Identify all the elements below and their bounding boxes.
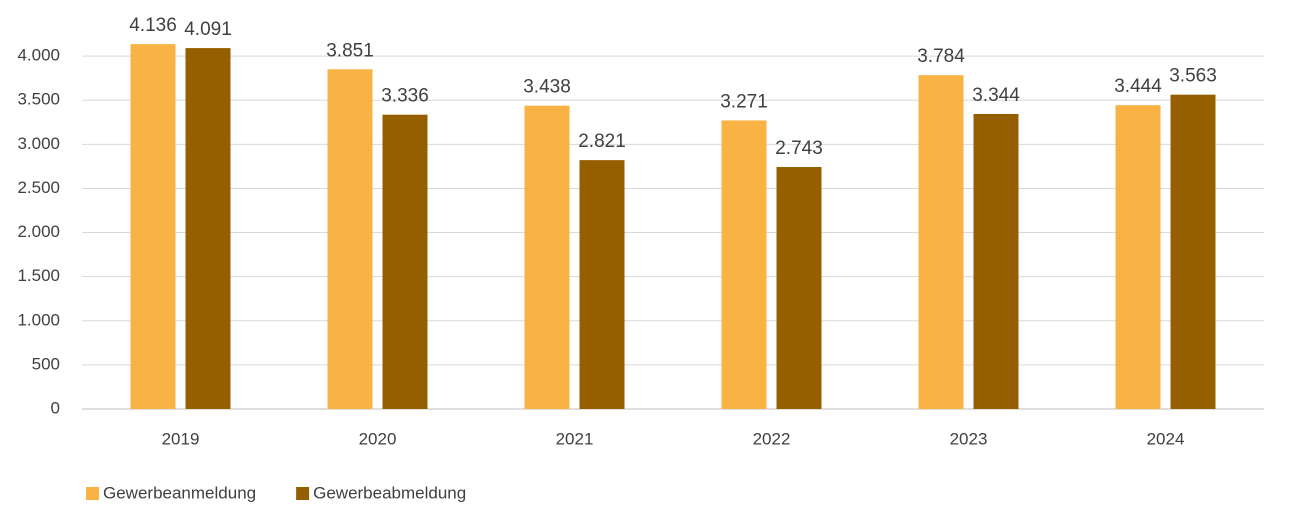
x-tick-label: 2023 (950, 429, 988, 448)
data-label: 3.444 (1114, 76, 1162, 97)
bar (1115, 105, 1161, 410)
bar (1170, 94, 1216, 410)
x-tick-label: 2022 (753, 429, 791, 448)
data-label: 2.821 (578, 131, 626, 152)
y-tick-label: 0 (51, 398, 60, 417)
data-label: 3.438 (523, 77, 571, 98)
bar (327, 69, 373, 409)
legend-swatch (86, 487, 99, 500)
y-tick-label: 3.500 (17, 90, 60, 109)
y-tick-label: 500 (32, 354, 60, 373)
bar (524, 105, 570, 409)
y-tick-label: 2.500 (17, 178, 60, 197)
y-tick-label: 3.000 (17, 134, 60, 153)
x-tick-label: 2021 (556, 429, 594, 448)
data-label: 3.851 (326, 40, 374, 61)
data-label: 3.784 (917, 46, 965, 67)
bar (918, 75, 964, 409)
data-label: 4.136 (129, 15, 177, 36)
bar (579, 160, 625, 409)
bar (776, 167, 822, 409)
data-label: 2.743 (775, 138, 823, 159)
legend-label: Gewerbeabmeldung (313, 483, 466, 502)
data-label: 4.091 (184, 19, 232, 40)
bar (973, 113, 1019, 409)
x-tick-label: 2020 (359, 429, 397, 448)
y-tick-label: 1.000 (17, 310, 60, 329)
x-tick-label: 2019 (162, 429, 200, 448)
x-tick-label: 2024 (1147, 429, 1185, 448)
legend-label: Gewerbeanmeldung (103, 483, 256, 502)
y-tick-label: 2.000 (17, 222, 60, 241)
bar (382, 114, 428, 409)
y-tick-label: 1.500 (17, 266, 60, 285)
legend-swatch (296, 487, 310, 500)
bar (721, 120, 767, 409)
bar (130, 44, 176, 410)
data-label: 3.271 (720, 91, 768, 112)
y-tick-label: 4.000 (17, 46, 60, 65)
data-label: 3.344 (972, 85, 1020, 106)
data-label: 3.336 (381, 86, 429, 107)
bar (185, 48, 231, 410)
data-label: 3.563 (1169, 66, 1217, 87)
